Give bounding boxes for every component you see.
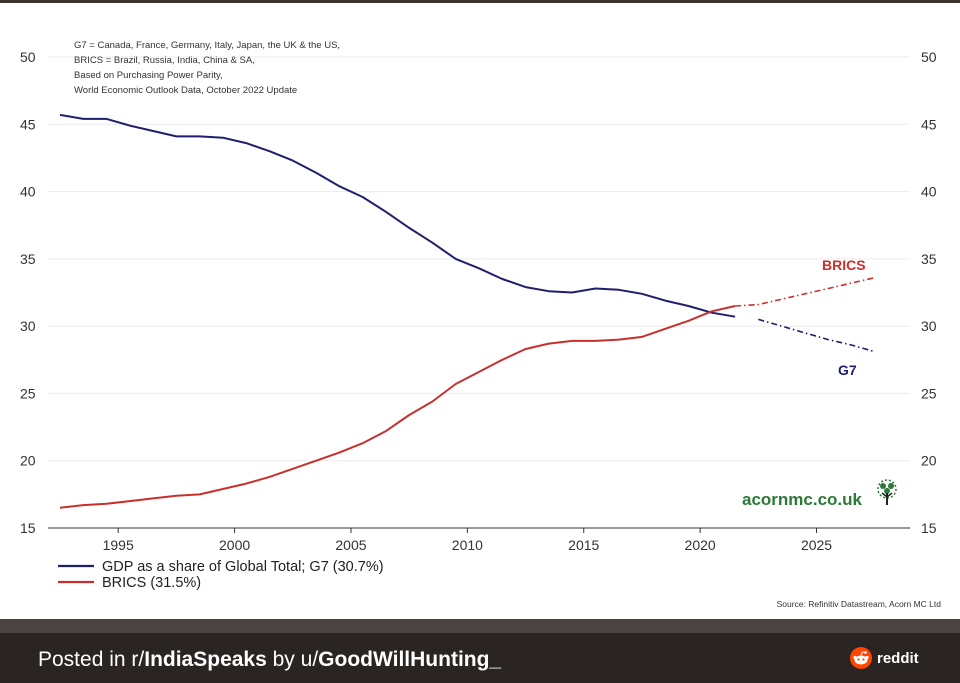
note-line-1: G7 = Canada, France, Germany, Italy, Jap… (74, 40, 340, 51)
y-tick-left-35: 35 (20, 251, 36, 267)
gridlines (48, 56, 910, 462)
source-note: Source: Refinitiv Datastream, Acorn MC L… (777, 599, 942, 609)
username-link[interactable]: GoodWillHunting_ (318, 648, 502, 671)
y-tick-left-50: 50 (20, 49, 36, 65)
y-axis-right: 15 20 25 30 35 40 45 50 (921, 49, 937, 536)
posted-prefix: Posted in r/ (38, 648, 145, 671)
top-border (0, 0, 960, 3)
brics-series-label: BRICS (822, 257, 866, 273)
g7-line (59, 113, 736, 318)
reddit-brand[interactable]: reddit (850, 646, 919, 670)
subreddit-link[interactable]: IndiaSpeaks (144, 648, 267, 671)
y-tick-right-15: 15 (921, 520, 937, 536)
post-footer (0, 633, 960, 683)
x-tick-2005: 2005 (335, 537, 366, 553)
chart-card: 15 20 25 30 35 40 45 50 15 20 25 30 35 40 45 50 1995 20… (0, 3, 960, 619)
note-line-2: BRICS = Brazil, Russia, India, China & S… (74, 55, 255, 66)
y-tick-left-25: 25 (20, 385, 36, 401)
y-tick-left-30: 30 (20, 318, 36, 334)
brics-line (59, 305, 736, 509)
x-tick-1995: 1995 (103, 537, 134, 553)
reddit-logo-icon (850, 647, 872, 669)
notes-block: G7 = Canada, France, Germany, Italy, Jap… (74, 40, 340, 96)
tree-icon (877, 479, 897, 505)
y-tick-right-30: 30 (921, 318, 937, 334)
y-tick-left-45: 45 (20, 116, 36, 132)
legend-label-g7: GDP as a share of Global Total; G7 (30.7… (102, 559, 384, 575)
x-axis: 1995 2000 2005 2010 2015 2020 2025 (103, 528, 832, 553)
y-axis-left: 15 20 25 30 35 40 45 50 (20, 49, 36, 536)
y-tick-left-20: 20 (20, 453, 36, 469)
y-tick-right-35: 35 (921, 251, 937, 267)
legend: GDP as a share of Global Total; G7 (30.7… (58, 559, 384, 591)
y-tick-left-15: 15 (20, 520, 36, 536)
y-tick-right-45: 45 (921, 116, 937, 132)
x-tick-2010: 2010 (452, 537, 483, 553)
x-tick-2015: 2015 (568, 537, 599, 553)
x-tick-2000: 2000 (219, 537, 250, 553)
g7-forecast-line (758, 318, 875, 353)
g7-series-label: G7 (838, 362, 857, 378)
separator-strip (0, 619, 960, 633)
reddit-wordmark: reddit (877, 649, 919, 667)
legend-label-brics: BRICS (31.5%) (102, 575, 201, 591)
brics-forecast-line (735, 276, 875, 307)
y-tick-right-50: 50 (921, 49, 937, 65)
x-tick-2020: 2020 (685, 537, 716, 553)
y-tick-left-40: 40 (20, 184, 36, 200)
posted-in-text: Posted in r/IndiaSpeaks by u/GoodWillHun… (38, 648, 501, 672)
y-tick-right-40: 40 (921, 184, 937, 200)
series-lines (59, 113, 875, 509)
posted-by: by u/ (266, 648, 319, 671)
note-line-3: Based on Purchasing Power Parity, (74, 70, 223, 81)
watermark-text: acornmc.co.uk (742, 490, 863, 509)
y-tick-right-20: 20 (921, 453, 937, 469)
note-line-4: World Economic Outlook Data, October 202… (74, 85, 297, 96)
y-tick-right-25: 25 (921, 385, 937, 401)
x-tick-2025: 2025 (801, 537, 832, 553)
